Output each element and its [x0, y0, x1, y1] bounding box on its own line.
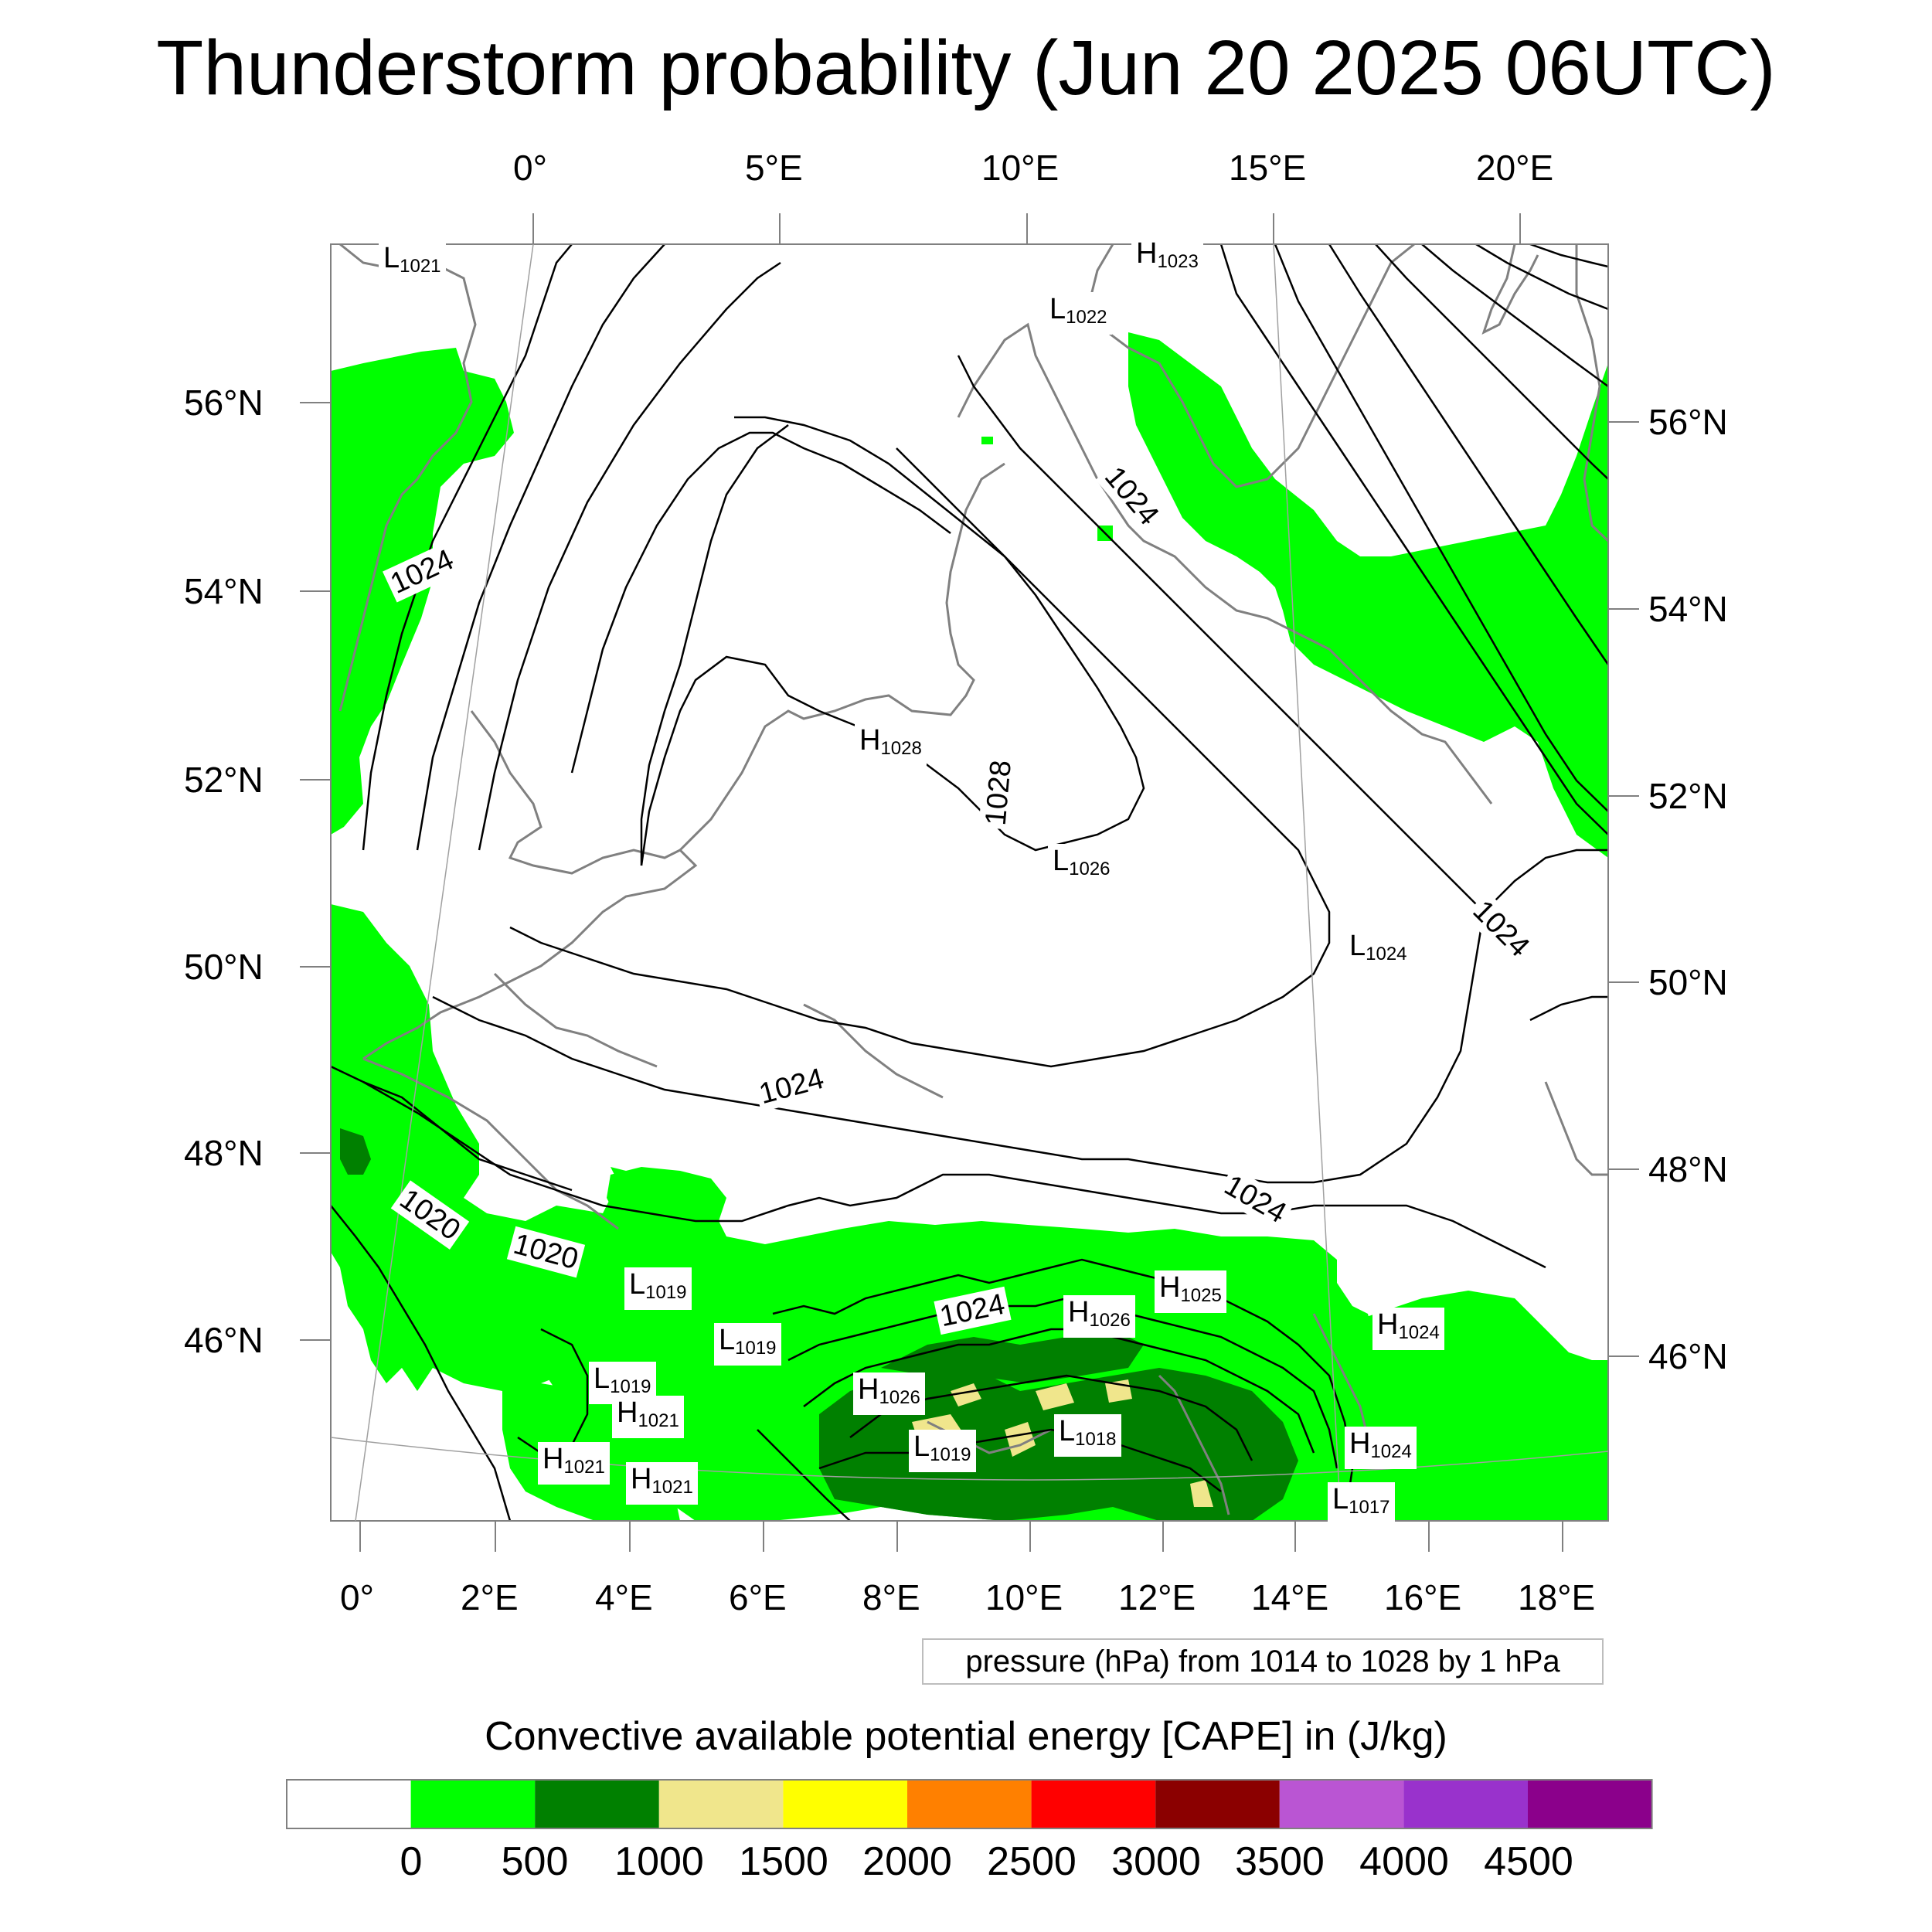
colorbar-swatch [1279, 1780, 1404, 1828]
pressure-center-label: H1024 [1372, 1308, 1444, 1350]
colorbar-frame [286, 1779, 1653, 1829]
cape-area-dark-sw [340, 1128, 371, 1175]
bottom-lon-label: 0° [340, 1577, 374, 1617]
colorbar-swatch [535, 1780, 659, 1828]
right-lat-label: 50°N [1648, 962, 1728, 1002]
pressure-center-label: L1019 [714, 1323, 781, 1366]
pressure-center-label: L1021 [379, 241, 446, 284]
bottom-lon-label: 16°E [1384, 1577, 1462, 1617]
left-lat-label: 48°N [184, 1133, 264, 1173]
colorbar-label: 3000 [1111, 1839, 1201, 1884]
colorbar-label: 500 [501, 1839, 569, 1884]
colorbar-label: 2000 [862, 1839, 952, 1884]
colorbar-label: 2500 [987, 1839, 1077, 1884]
left-lat-label: 54°N [184, 571, 264, 611]
colorbar-swatch [907, 1780, 1032, 1828]
pressure-center-label: H1024 [1345, 1427, 1417, 1469]
colorbar-label: 1500 [739, 1839, 828, 1884]
pressure-center-label: H1021 [538, 1442, 610, 1485]
colorbar-swatch [783, 1780, 907, 1828]
colorbar-swatch [1528, 1780, 1652, 1828]
isobar-label: 1028 [978, 755, 1019, 831]
isobars [331, 244, 1608, 1521]
top-lon-label: 10°E [981, 148, 1060, 188]
pressure-center-label: L1017 [1328, 1482, 1395, 1525]
pressure-center-label: H1021 [626, 1462, 698, 1505]
top-lon-label: 20°E [1476, 148, 1554, 188]
right-lat-label: 46°N [1648, 1336, 1728, 1376]
bottom-lon-label: 14°E [1251, 1577, 1329, 1617]
pressure-center-label: L1024 [1345, 929, 1412, 971]
top-lon-label: 15°E [1229, 148, 1307, 188]
bottom-lon-label: 6°E [729, 1577, 787, 1617]
bottom-lon-label: 2°E [461, 1577, 519, 1617]
cape-area-uk-north [331, 348, 514, 835]
cape-area-baltic [1128, 332, 1608, 858]
pressure-center-label: H1023 [1131, 236, 1203, 279]
right-lat-label: 52°N [1648, 776, 1728, 816]
chart-title: Thunderstorm probability (Jun 20 2025 06… [156, 25, 1776, 111]
right-lat-label: 56°N [1648, 402, 1728, 442]
colorbar-label: 4000 [1359, 1839, 1449, 1884]
coastlines [338, 244, 1608, 1515]
colorbar-swatch [1031, 1780, 1156, 1828]
pressure-center-label: L1022 [1045, 292, 1112, 335]
pressure-center-label: H1026 [1063, 1295, 1135, 1338]
bottom-lon-label: 12°E [1118, 1577, 1196, 1617]
colorbar-swatch [1155, 1780, 1280, 1828]
left-lat-label: 56°N [184, 383, 264, 423]
colorbar-label: 3500 [1235, 1839, 1325, 1884]
map-frame [330, 243, 1609, 1522]
axis-ticks [300, 213, 1639, 1552]
pressure-center-label: L1026 [1048, 844, 1115, 886]
colorbar-label: 0 [400, 1839, 423, 1884]
cape-area-khaki-4 [1036, 1383, 1074, 1410]
colorbar-swatch [287, 1780, 411, 1828]
cape-area-khaki-3 [951, 1383, 981, 1406]
cape-area-dark-alps-2 [881, 1329, 1144, 1383]
bottom-lon-label: 4°E [595, 1577, 653, 1617]
colorbar-swatch [658, 1780, 784, 1828]
top-lon-label: 5°E [745, 148, 803, 188]
right-lat-label: 48°N [1648, 1149, 1728, 1189]
colorbar-label: 1000 [614, 1839, 704, 1884]
left-lat-label: 50°N [184, 947, 264, 987]
pressure-center-label: H1025 [1155, 1270, 1226, 1313]
colorbar [286, 1779, 1653, 1829]
colorbar-swatch [410, 1780, 536, 1828]
cape-area-khaki-6 [1190, 1480, 1213, 1507]
top-lon-label: 0° [513, 148, 547, 188]
left-lat-label: 52°N [184, 760, 264, 800]
pressure-center-label: H1021 [612, 1396, 684, 1438]
colorbar-title: Convective available potential energy [C… [485, 1714, 1447, 1759]
bottom-lon-label: 18°E [1518, 1577, 1596, 1617]
pressure-center-label: L1019 [624, 1267, 692, 1310]
colorbar-swatch [1403, 1780, 1528, 1828]
cape-area-france-center [607, 1167, 726, 1236]
left-lat-label: 46°N [184, 1320, 264, 1360]
pressure-center-label: L1019 [909, 1430, 976, 1472]
colorbar-label: 4500 [1484, 1839, 1573, 1884]
pressure-info: pressure (hPa) from 1014 to 1028 by 1 hP… [922, 1638, 1604, 1685]
pressure-center-label: L1018 [1054, 1414, 1121, 1457]
pressure-center-label: H1026 [853, 1372, 925, 1415]
pressure-center-label: H1028 [855, 723, 927, 766]
bottom-lon-label: 10°E [985, 1577, 1063, 1617]
bottom-lon-label: 8°E [862, 1577, 920, 1617]
right-lat-label: 54°N [1648, 589, 1728, 629]
